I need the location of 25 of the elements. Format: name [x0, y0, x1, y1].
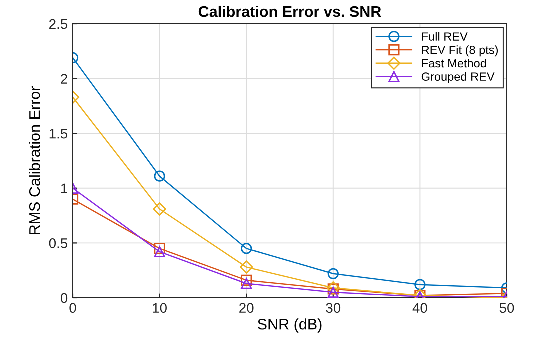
y-tick-label: 1 [61, 184, 68, 194]
x-tick-label: 20 [240, 303, 254, 314]
x-tick-label: 50 [500, 303, 514, 314]
y-axis-title: RMS Calibration Error [29, 86, 40, 234]
point [328, 268, 339, 280]
point [241, 274, 252, 286]
y-tick-label: 2 [61, 74, 68, 84]
point [240, 260, 254, 274]
x-axis-title: SNR (dB) [258, 318, 322, 333]
y-tick-label: 2.5 [50, 19, 68, 30]
x-tick-label: 30 [326, 303, 341, 314]
legend-label: Full REV [422, 32, 468, 41]
legend-label: REV Fit (8 pts) [422, 46, 498, 57]
x-tick-label: 0 [70, 303, 76, 314]
point [241, 243, 252, 254]
legend-label: Fast Method [422, 58, 486, 68]
y-tick-label: 0.5 [49, 238, 68, 248]
point [328, 286, 339, 298]
chart-title: Calibration Error vs. SNR [198, 6, 382, 18]
legend-label: Grouped REV [422, 72, 495, 84]
x-tick-label: 10 [153, 303, 167, 314]
point [241, 278, 252, 290]
x-tick-label: 40 [412, 303, 428, 314]
y-tick-label: 0 [60, 293, 68, 304]
y-tick-label: 1.5 [50, 129, 68, 139]
